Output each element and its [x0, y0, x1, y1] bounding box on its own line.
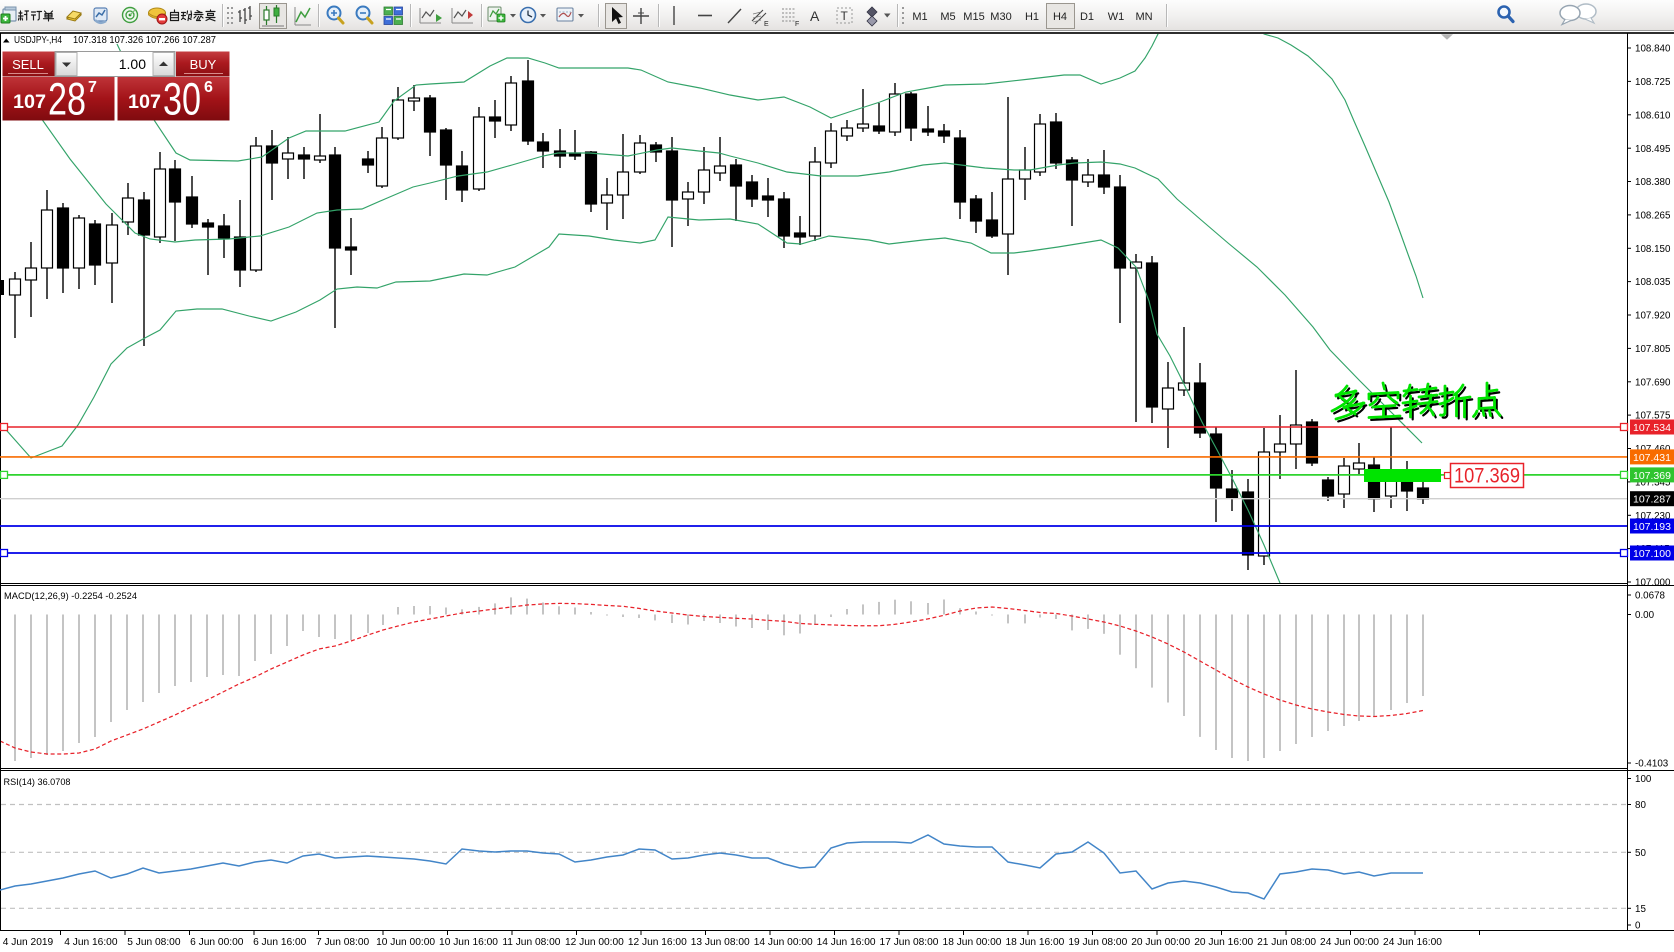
svg-text:T: T [841, 9, 849, 23]
svg-text:107.369: 107.369 [1454, 465, 1520, 488]
svg-text:M1: M1 [912, 11, 927, 23]
svg-text:0.0678: 0.0678 [1635, 591, 1666, 602]
svg-text:24 Jun 00:00: 24 Jun 00:00 [1320, 937, 1379, 948]
svg-text:6 Jun 16:00: 6 Jun 16:00 [253, 937, 307, 948]
svg-text:107.369: 107.369 [1633, 470, 1671, 482]
svg-text:107.534: 107.534 [1633, 422, 1671, 434]
svg-text:7: 7 [88, 79, 97, 96]
svg-text:H4: H4 [1053, 11, 1067, 23]
svg-text:21 Jun 08:00: 21 Jun 08:00 [1257, 937, 1316, 948]
svg-text:107: 107 [128, 92, 161, 113]
svg-text:107.000: 107.000 [1635, 578, 1671, 589]
svg-text:28: 28 [48, 74, 86, 125]
svg-text:108.150: 108.150 [1635, 244, 1671, 255]
svg-text:15: 15 [1635, 904, 1646, 915]
svg-text:4 Jun 16:00: 4 Jun 16:00 [64, 937, 118, 948]
svg-text:11 Jun 08:00: 11 Jun 08:00 [502, 937, 560, 948]
svg-text:6: 6 [204, 79, 213, 96]
svg-text:20 Jun 16:00: 20 Jun 16:00 [1194, 937, 1253, 948]
svg-text:MACD(12,26,9) -0.2254 -0.2524: MACD(12,26,9) -0.2254 -0.2524 [4, 591, 137, 602]
svg-text:107.805: 107.805 [1635, 344, 1671, 355]
svg-text:SELL: SELL [12, 57, 44, 72]
svg-text:107.230: 107.230 [1635, 511, 1671, 522]
svg-text:5 Jun 08:00: 5 Jun 08:00 [127, 937, 181, 948]
svg-text:RSI(14) 36.0708: RSI(14) 36.0708 [4, 777, 71, 788]
svg-text:108.840: 108.840 [1635, 44, 1671, 55]
svg-text:30: 30 [163, 74, 201, 125]
svg-text:1.00: 1.00 [119, 56, 146, 72]
svg-text:10 Jun 00:00: 10 Jun 00:00 [376, 937, 435, 948]
svg-text:107.345: 107.345 [1635, 478, 1671, 489]
svg-text:100: 100 [1635, 774, 1652, 785]
svg-text:107.100: 107.100 [1633, 548, 1671, 560]
svg-text:108.610: 108.610 [1635, 110, 1671, 121]
svg-text:50: 50 [1635, 848, 1646, 859]
svg-text:107.193: 107.193 [1633, 521, 1671, 533]
svg-text:19 Jun 08:00: 19 Jun 08:00 [1068, 937, 1127, 948]
svg-text:18 Jun 16:00: 18 Jun 16:00 [1005, 937, 1064, 948]
svg-text:MN: MN [1135, 11, 1152, 23]
svg-text:20 Jun 00:00: 20 Jun 00:00 [1131, 937, 1190, 948]
svg-text:108.380: 108.380 [1635, 177, 1671, 188]
svg-text:108.725: 108.725 [1635, 77, 1671, 88]
svg-text:107.318 107.326 107.266 107.28: 107.318 107.326 107.266 107.287 [73, 35, 216, 46]
svg-text:108.495: 108.495 [1635, 144, 1671, 155]
svg-text:12 Jun 16:00: 12 Jun 16:00 [628, 937, 687, 948]
svg-text:107.431: 107.431 [1633, 452, 1671, 464]
svg-text:D1: D1 [1080, 11, 1094, 23]
svg-text:10 Jun 16:00: 10 Jun 16:00 [439, 937, 498, 948]
svg-text:H1: H1 [1025, 11, 1039, 23]
svg-text:108.265: 108.265 [1635, 211, 1671, 222]
svg-text:M15: M15 [963, 11, 984, 23]
svg-text:14 Jun 16:00: 14 Jun 16:00 [817, 937, 876, 948]
svg-text:107.920: 107.920 [1635, 311, 1671, 322]
svg-text:0: 0 [1635, 921, 1641, 932]
svg-text:0.00: 0.00 [1635, 610, 1655, 621]
svg-text:24 Jun 16:00: 24 Jun 16:00 [1383, 937, 1442, 948]
svg-text:F: F [795, 21, 799, 28]
svg-text:108.035: 108.035 [1635, 277, 1671, 288]
svg-text:107.690: 107.690 [1635, 377, 1671, 388]
svg-text:18 Jun 00:00: 18 Jun 00:00 [943, 937, 1002, 948]
svg-text:4 Jun 2019: 4 Jun 2019 [3, 937, 54, 948]
svg-text:7 Jun 08:00: 7 Jun 08:00 [316, 937, 370, 948]
svg-text:USDJPY-,H4: USDJPY-,H4 [14, 35, 62, 46]
svg-text:80: 80 [1635, 800, 1646, 811]
svg-text:12 Jun 00:00: 12 Jun 00:00 [565, 937, 624, 948]
svg-text:13 Jun 08:00: 13 Jun 08:00 [691, 937, 750, 948]
svg-text:107: 107 [13, 92, 46, 113]
svg-text:107.575: 107.575 [1635, 411, 1671, 422]
svg-text:W1: W1 [1108, 11, 1125, 23]
svg-text:14 Jun 00:00: 14 Jun 00:00 [754, 937, 813, 948]
svg-text:6 Jun 00:00: 6 Jun 00:00 [190, 937, 244, 948]
svg-text:BUY: BUY [190, 57, 217, 72]
svg-text:E: E [764, 21, 769, 28]
svg-text:M5: M5 [940, 11, 955, 23]
svg-text:17 Jun 08:00: 17 Jun 08:00 [880, 937, 939, 948]
svg-text:-0.4103: -0.4103 [1635, 759, 1669, 770]
svg-text:M30: M30 [990, 11, 1011, 23]
svg-text:107.287: 107.287 [1633, 494, 1671, 506]
svg-text:A: A [810, 8, 820, 24]
